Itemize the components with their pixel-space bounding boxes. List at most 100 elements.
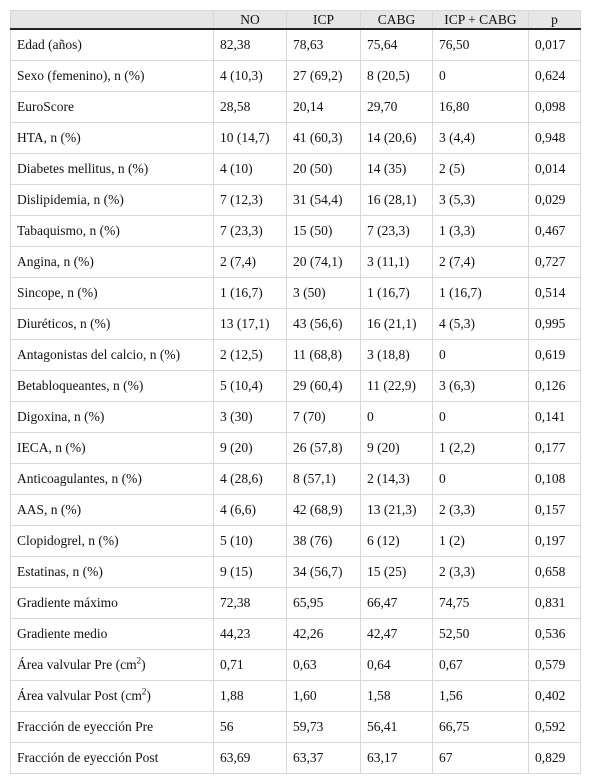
table-row: Digoxina, n (%) 3 (30) 7 (70) 0 0 0,141 <box>10 401 581 433</box>
cell-value: 5 (10) <box>213 525 287 557</box>
cell-value: 27 (69,2) <box>286 60 361 92</box>
cell-value: 56 <box>213 711 287 743</box>
cell-value: 9 (20) <box>360 432 433 464</box>
row-label: Betabloqueantes, n (%) <box>10 370 214 402</box>
cell-value: 2 (7,4) <box>213 246 287 278</box>
row-label: Antagonistas del calcio, n (%) <box>10 339 214 371</box>
cell-value: 0,029 <box>528 184 581 216</box>
row-label: HTA, n (%) <box>10 122 214 154</box>
cell-value: 0 <box>432 339 529 371</box>
cell-value: 6 (12) <box>360 525 433 557</box>
table-row: Dislipidemia, n (%) 7 (12,3) 31 (54,4) 16 (… <box>10 184 581 216</box>
table-row: Clopidogrel, n (%) 5 (10) 38 (76) 6 (12) 1 (… <box>10 525 581 557</box>
cell-value: 63,69 <box>213 742 287 774</box>
cell-value: 4 (6,6) <box>213 494 287 526</box>
cell-value: 1 (3,3) <box>432 215 529 247</box>
header-cell: NO <box>213 10 287 30</box>
cell-value: 52,50 <box>432 618 529 650</box>
cell-value: 0,727 <box>528 246 581 278</box>
cell-value: 3 (18,8) <box>360 339 433 371</box>
cell-value: 1 (16,7) <box>360 277 433 309</box>
cell-value: 0,592 <box>528 711 581 743</box>
row-label: Anticoagulantes, n (%) <box>10 463 214 495</box>
table-row: HTA, n (%) 10 (14,7) 41 (60,3) 14 (20,6) 3 (… <box>10 122 581 154</box>
cell-value: 0,71 <box>213 649 287 681</box>
cell-value: 0,017 <box>528 28 581 61</box>
cell-value: 3 (30) <box>213 401 287 433</box>
cell-value: 20,14 <box>286 91 361 123</box>
cell-value: 16 (28,1) <box>360 184 433 216</box>
table-body: Edad (años) 82,38 78,63 75,64 76,50 0,017 Sexo… <box>10 28 581 774</box>
cell-value: 0,658 <box>528 556 581 588</box>
cell-value: 2 (3,3) <box>432 494 529 526</box>
cell-value: 0,197 <box>528 525 581 557</box>
cell-value: 34 (56,7) <box>286 556 361 588</box>
cell-value: 0,402 <box>528 680 581 712</box>
cell-value: 42,26 <box>286 618 361 650</box>
cell-value: 8 (57,1) <box>286 463 361 495</box>
cell-value: 2 (5) <box>432 153 529 185</box>
row-label: Edad (años) <box>10 28 214 61</box>
cell-value: 10 (14,7) <box>213 122 287 154</box>
cell-value: 13 (17,1) <box>213 308 287 340</box>
cell-value: 42 (68,9) <box>286 494 361 526</box>
row-label: Área valvular Pre (cm2) <box>10 649 214 681</box>
cell-value: 1,88 <box>213 680 287 712</box>
label-text: Área valvular Pre (cm <box>17 657 137 672</box>
cell-value: 11 (68,8) <box>286 339 361 371</box>
cell-value: 42,47 <box>360 618 433 650</box>
cell-value: 0 <box>432 401 529 433</box>
table-row: Antagonistas del calcio, n (%) 2 (12,5) 11… <box>10 339 581 371</box>
table-row: Diabetes mellitus, n (%) 4 (10) 20 (50) 14 … <box>10 153 581 185</box>
cell-value: 11 (22,9) <box>360 370 433 402</box>
superscript: 2 <box>141 686 147 697</box>
cell-value: 15 (25) <box>360 556 433 588</box>
header-cell: p <box>528 10 581 30</box>
row-label: Estatinas, n (%) <box>10 556 214 588</box>
row-label: Sincope, n (%) <box>10 277 214 309</box>
cell-value: 0 <box>432 60 529 92</box>
cell-value: 4 (10,3) <box>213 60 287 92</box>
cell-value: 9 (15) <box>213 556 287 588</box>
cell-value: 63,17 <box>360 742 433 774</box>
row-label: IECA, n (%) <box>10 432 214 464</box>
cell-value: 3 (5,3) <box>432 184 529 216</box>
cell-value: 1 (2,2) <box>432 432 529 464</box>
cell-value: 3 (6,3) <box>432 370 529 402</box>
cell-value: 0,098 <box>528 91 581 123</box>
cell-value: 20 (50) <box>286 153 361 185</box>
cell-value: 20 (74,1) <box>286 246 361 278</box>
table-row: Angina, n (%) 2 (7,4) 20 (74,1) 3 (11,1) 2 (… <box>10 246 581 278</box>
cell-value: 75,64 <box>360 28 433 61</box>
cell-value: 2 (12,5) <box>213 339 287 371</box>
cell-value: 0,536 <box>528 618 581 650</box>
table-row: Estatinas, n (%) 9 (15) 34 (56,7) 15 (25) 2 … <box>10 556 581 588</box>
cell-value: 0,108 <box>528 463 581 495</box>
cell-value: 67 <box>432 742 529 774</box>
cell-value: 72,38 <box>213 587 287 619</box>
cell-value: 0,64 <box>360 649 433 681</box>
cell-value: 8 (20,5) <box>360 60 433 92</box>
table-row: Tabaquismo, n (%) 7 (23,3) 15 (50) 7 (23,3)… <box>10 215 581 247</box>
cell-value: 0,995 <box>528 308 581 340</box>
header-cell: ICP + CABG <box>432 10 529 30</box>
cell-value: 5 (10,4) <box>213 370 287 402</box>
cell-value: 74,75 <box>432 587 529 619</box>
cell-value: 29,70 <box>360 91 433 123</box>
cell-value: 3 (50) <box>286 277 361 309</box>
cell-value: 0,014 <box>528 153 581 185</box>
table-row: Fracción de eyección Post 63,69 63,37 63,17… <box>10 742 581 774</box>
cell-value: 0,619 <box>528 339 581 371</box>
cell-value: 4 (5,3) <box>432 308 529 340</box>
row-label: Sexo (femenino), n (%) <box>10 60 214 92</box>
cell-value: 26 (57,8) <box>286 432 361 464</box>
header-cell: CABG <box>360 10 433 30</box>
table-row: Betabloqueantes, n (%) 5 (10,4) 29 (60,4) 1… <box>10 370 581 402</box>
cell-value: 3 (4,4) <box>432 122 529 154</box>
cell-value: 1,60 <box>286 680 361 712</box>
table-row: Anticoagulantes, n (%) 4 (28,6) 8 (57,1) 2 … <box>10 463 581 495</box>
table-row: Área valvular Post (cm2) 1,88 1,60 1,58 1,56… <box>10 680 581 712</box>
row-label: Tabaquismo, n (%) <box>10 215 214 247</box>
cell-value: 1,56 <box>432 680 529 712</box>
